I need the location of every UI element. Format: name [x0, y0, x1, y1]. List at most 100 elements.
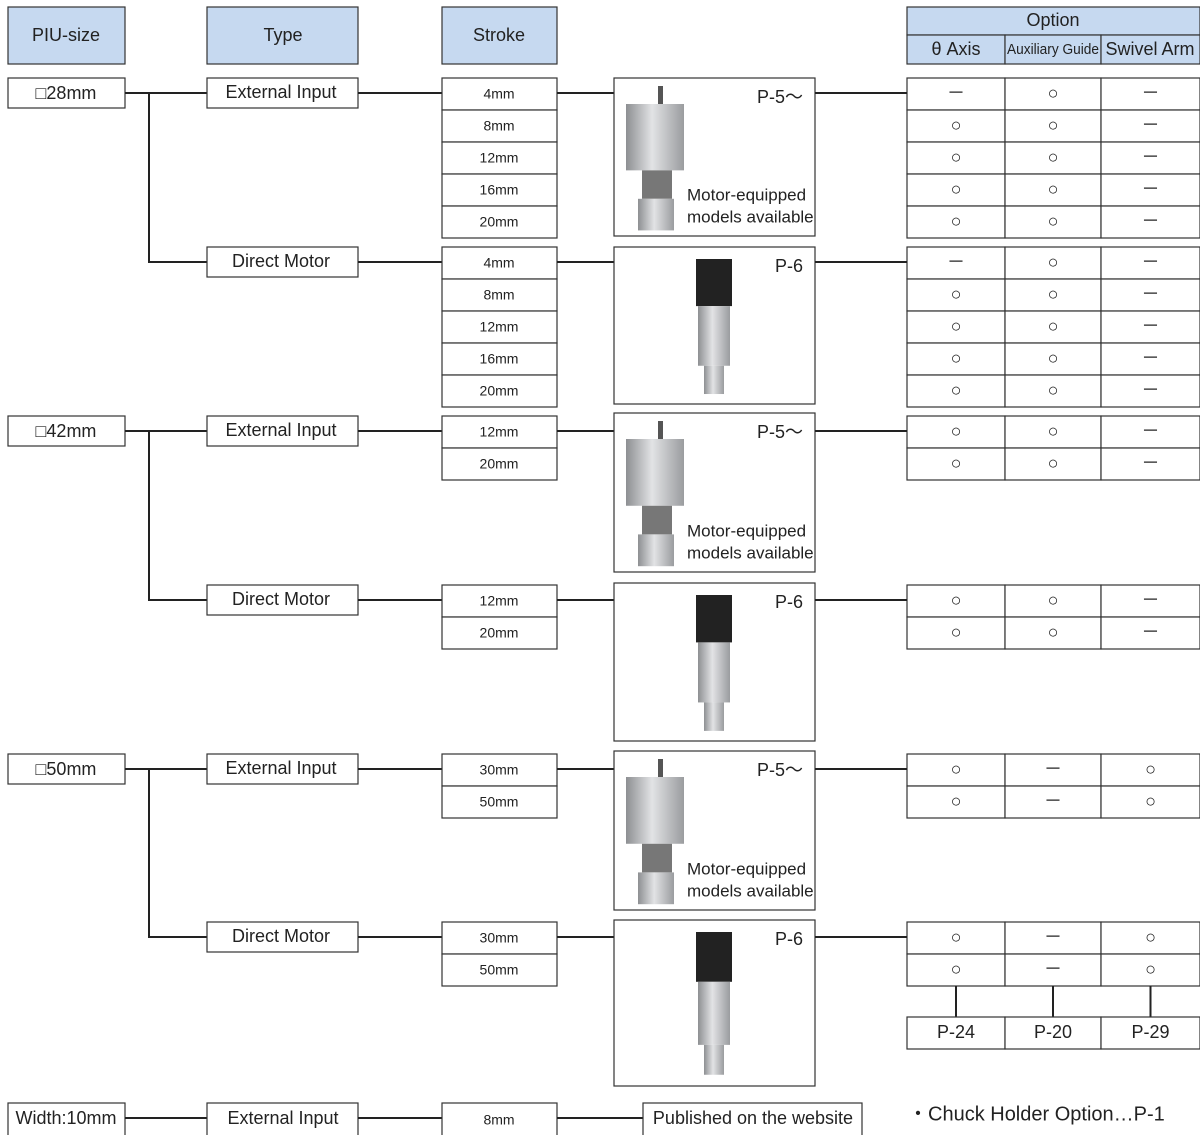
product-image — [626, 104, 684, 171]
option-cell — [906, 953, 1006, 987]
option-mark: － — [1142, 211, 1160, 231]
type-box — [206, 246, 359, 278]
option-mark: ○ — [1048, 453, 1059, 473]
type-label: External Input — [225, 758, 336, 778]
type-label: Direct Motor — [232, 926, 330, 946]
product-image — [696, 932, 732, 982]
product-image — [698, 306, 730, 366]
type-label: External Input — [225, 420, 336, 440]
stroke-label: 50mm — [480, 794, 519, 810]
option-mark: － — [1142, 316, 1160, 336]
stroke-box — [441, 953, 558, 987]
stroke-label: 16mm — [480, 182, 519, 198]
option-mark: － — [1044, 959, 1062, 979]
header-text: Swivel Arm — [1105, 39, 1194, 59]
stroke-label: 12mm — [480, 150, 519, 166]
product-image — [696, 259, 732, 307]
option-mark: ○ — [951, 453, 962, 473]
header-cell — [1100, 34, 1200, 65]
page-ref: P-5～ — [757, 87, 803, 107]
stroke-box — [441, 785, 558, 819]
option-cell — [906, 447, 1006, 481]
header-text: θ Axis — [931, 39, 980, 59]
option-mark: ○ — [1145, 959, 1156, 979]
size-box — [7, 1102, 126, 1138]
option-cell — [1004, 584, 1102, 618]
option-mark: ○ — [1048, 421, 1059, 441]
note: Motor-equipped — [687, 521, 806, 540]
option-mark: － — [1142, 284, 1160, 304]
option-cell — [1004, 753, 1102, 787]
option-cell — [1100, 77, 1200, 111]
option-mark: ○ — [951, 348, 962, 368]
option-cell — [906, 616, 1006, 650]
option-mark: － — [1142, 83, 1160, 103]
product-image — [638, 198, 674, 231]
option-cell — [906, 278, 1006, 312]
stroke-label: 12mm — [480, 593, 519, 609]
stroke-label: 16mm — [480, 351, 519, 367]
option-mark: － — [1142, 115, 1160, 135]
header-text: Option — [1026, 10, 1079, 30]
option-mark: ○ — [1048, 147, 1059, 167]
size-label: □42mm — [36, 421, 97, 441]
published-label: Published on the website — [653, 1108, 853, 1128]
option-cell — [1004, 616, 1102, 650]
header-cell — [206, 6, 359, 65]
option-mark: － — [1142, 453, 1160, 473]
option-mark: ○ — [1048, 590, 1059, 610]
stroke-label: 20mm — [480, 625, 519, 641]
option-cell — [906, 205, 1006, 239]
product-image — [696, 595, 732, 643]
option-cell — [1100, 278, 1200, 312]
stroke-box — [441, 584, 558, 618]
option-cell — [1100, 374, 1200, 408]
product-image — [638, 872, 674, 905]
option-mark: － — [1044, 759, 1062, 779]
stroke-label: 4mm — [483, 86, 514, 102]
option-mark: ○ — [951, 284, 962, 304]
stroke-box — [441, 310, 558, 344]
page-ref: P-24 — [937, 1022, 975, 1042]
option-mark: ○ — [1145, 791, 1156, 811]
stroke-box — [441, 415, 558, 449]
option-cell — [1100, 109, 1200, 143]
size-label: □50mm — [36, 759, 97, 779]
product-image — [658, 86, 663, 104]
stroke-label: 20mm — [480, 383, 519, 399]
option-cell — [906, 584, 1006, 618]
option-cell — [906, 77, 1006, 111]
size-label: Width:10mm — [15, 1108, 116, 1128]
page-ref-box — [1100, 1016, 1200, 1050]
option-mark: ○ — [951, 211, 962, 231]
option-mark: ○ — [951, 316, 962, 336]
option-cell — [1004, 374, 1102, 408]
option-cell — [906, 109, 1006, 143]
option-mark: ○ — [951, 959, 962, 979]
option-cell — [1100, 753, 1200, 787]
type-box — [206, 77, 359, 109]
option-mark: － — [1044, 927, 1062, 947]
header-cell — [906, 6, 1200, 36]
product-image — [642, 170, 672, 199]
option-cell — [1004, 921, 1102, 955]
option-cell — [1004, 173, 1102, 207]
option-cell — [1100, 342, 1200, 376]
option-mark: － — [1142, 421, 1160, 441]
option-cell — [1004, 785, 1102, 819]
stroke-label: 12mm — [480, 424, 519, 440]
stroke-box — [441, 278, 558, 312]
option-mark: ○ — [1048, 380, 1059, 400]
option-mark: ○ — [951, 115, 962, 135]
note: Motor-equipped — [687, 185, 806, 204]
option-mark: ○ — [951, 791, 962, 811]
option-mark: － — [1142, 179, 1160, 199]
product-image — [698, 981, 730, 1045]
option-cell — [1004, 447, 1102, 481]
product-image — [704, 365, 724, 395]
product-image — [658, 421, 663, 439]
stroke-label: 30mm — [480, 930, 519, 946]
option-cell — [1004, 141, 1102, 175]
stroke-box — [441, 374, 558, 408]
